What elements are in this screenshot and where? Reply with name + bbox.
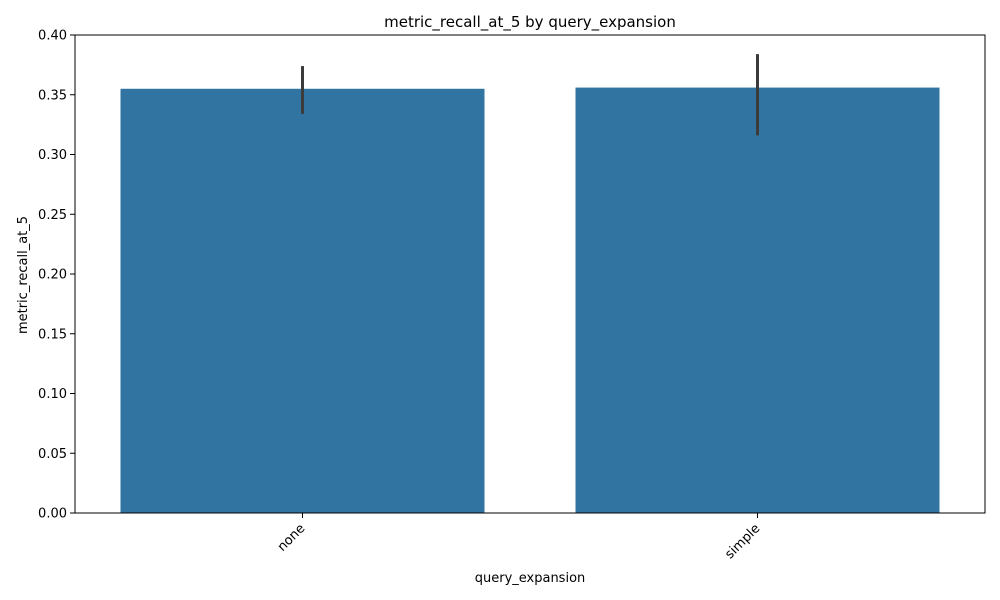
y-tick-label: 0.15 — [38, 327, 67, 342]
x-axis: none simple — [275, 513, 763, 562]
plot-frame — [74, 34, 986, 514]
y-tick-label: 0.35 — [38, 88, 67, 103]
bar-simple — [575, 87, 940, 513]
x-axis-label: query_expansion — [475, 571, 586, 586]
y-axis-label: metric_recall_at_5 — [16, 216, 31, 334]
y-tick-label: 0.00 — [38, 507, 67, 522]
x-tick-label-simple: simple — [722, 521, 763, 562]
chart-title: metric_recall_at_5 by query_expansion — [384, 13, 676, 32]
x-tick-label-none: none — [275, 521, 309, 555]
bar-none — [120, 88, 485, 514]
y-tick-label: 0.40 — [38, 29, 67, 44]
y-tick-label: 0.25 — [38, 208, 67, 223]
error-bars-group — [301, 54, 759, 136]
y-tick-label: 0.10 — [38, 387, 67, 402]
y-tick-label: 0.05 — [38, 447, 67, 462]
bars-group — [120, 87, 940, 514]
y-tick-label: 0.30 — [38, 148, 67, 163]
y-tick-label: 0.20 — [38, 268, 67, 283]
y-axis: 0.00 0.05 0.10 0.15 0.20 0.25 0.30 0.35 0.40 — [38, 29, 75, 522]
